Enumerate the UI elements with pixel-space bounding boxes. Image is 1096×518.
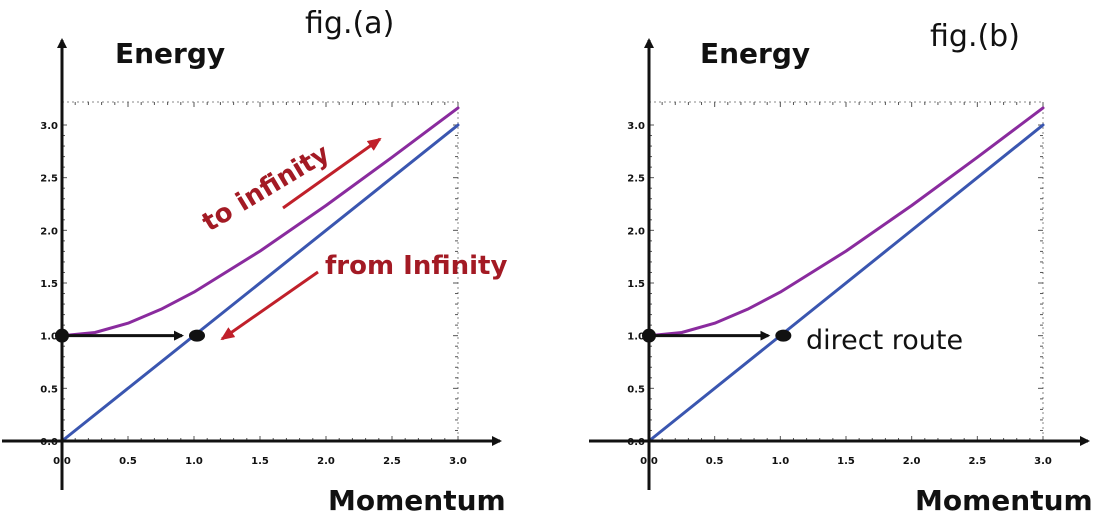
x-tick-label: 2.0 [317, 456, 335, 467]
y-tick-label: 3.0 [627, 121, 645, 132]
panel-a-ylabel: Energy [115, 37, 225, 70]
x-tick-label: 1.0 [185, 456, 203, 467]
y-tick-label: 2.0 [40, 226, 58, 237]
start-point [55, 328, 69, 343]
panel-b-marks [642, 328, 792, 343]
x-tick-label: 3.0 [1034, 456, 1052, 467]
y-tick-label: 2.0 [627, 226, 645, 237]
panel-b-series [647, 106, 1045, 443]
y-tick-label: 0.5 [627, 384, 645, 395]
x-tick-label: 2.5 [968, 456, 986, 467]
panel-a-marks [55, 328, 205, 343]
x-tick-label: 0.5 [119, 456, 137, 467]
y-tick-label: 1.0 [40, 332, 58, 343]
panel-a: fig.(a) Energy Momentum 0.00.51.01.52.02… [2, 6, 507, 517]
y-tick-label: 0.5 [40, 384, 58, 395]
x-tick-label: 3.0 [449, 456, 467, 467]
x-tick-label: 2.5 [383, 456, 401, 467]
y-tick-label: 2.5 [40, 174, 58, 185]
panel-a-ticks: 0.00.51.01.52.02.53.00.00.51.01.52.02.53… [40, 102, 467, 467]
panel-a-series [60, 106, 460, 443]
y-tick-label: 1.0 [627, 332, 645, 343]
end-point [189, 329, 205, 342]
panel-a-title: fig.(a) [305, 6, 394, 41]
y-tick-label: 2.5 [627, 174, 645, 185]
panel-a-axes [2, 38, 502, 490]
panel-b-ylabel: Energy [700, 37, 810, 70]
annotation-from-infinity: from Infinity [325, 251, 507, 281]
panel-b: fig.(b) Energy Momentum 0.00.51.01.52.02… [589, 19, 1093, 517]
series-curve [60, 106, 460, 338]
panel-a-xlabel: Momentum [328, 484, 506, 517]
end-point [775, 329, 792, 342]
y-tick-label: 1.5 [627, 279, 645, 290]
y-tick-label: 3.0 [40, 121, 58, 132]
x-tick-label: 2.0 [903, 456, 921, 467]
panel-b-title: fig.(b) [930, 19, 1020, 54]
annotation-to-infinity: to infinity [197, 139, 335, 238]
panel-b-ticks: 0.00.51.01.52.02.53.00.00.51.01.52.02.53… [627, 102, 1052, 467]
series-line [647, 123, 1045, 443]
y-tick-label: 1.5 [40, 279, 58, 290]
x-tick-label: 0.5 [706, 456, 724, 467]
series-line [60, 123, 460, 443]
x-tick-label: 1.5 [837, 456, 855, 467]
arrow-from-infinity [220, 270, 319, 341]
start-point [642, 328, 656, 343]
annotation-direct-route: direct route [806, 325, 963, 356]
arrow-to-infinity [282, 137, 382, 210]
panel-b-axes [589, 38, 1090, 490]
series-curve [647, 106, 1045, 338]
panel-b-xlabel: Momentum [915, 484, 1093, 517]
x-tick-label: 1.0 [771, 456, 789, 467]
x-tick-label: 1.5 [251, 456, 269, 467]
